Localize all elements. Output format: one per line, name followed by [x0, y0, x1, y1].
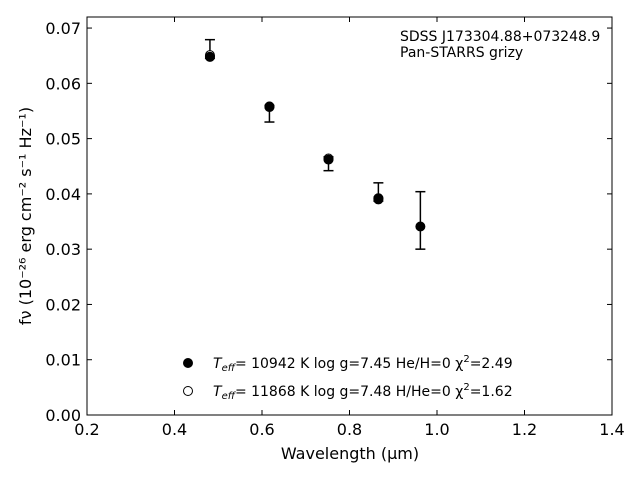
y-tick-label: 0.03 — [45, 240, 81, 259]
x-tick-label: 0.4 — [162, 420, 187, 439]
y-tick-label: 0.01 — [45, 351, 81, 370]
observed-point — [373, 193, 384, 204]
x-tick-label: 0.2 — [74, 420, 99, 439]
annotation-line-2: Pan-STARRS grizy — [400, 45, 523, 61]
data-markers — [204, 50, 426, 232]
y-tick-label: 0.05 — [45, 130, 81, 149]
legend-label-filled: Teff= 10942 K log g=7.45 He/H=0 χ2=2.49 — [213, 354, 513, 374]
observed-point — [204, 51, 215, 62]
observed-point — [323, 154, 334, 165]
observed-point — [415, 221, 426, 232]
x-tick-label: 1.2 — [512, 420, 537, 439]
y-tick-label: 0.00 — [45, 406, 81, 425]
legend-label-open: Teff= 11868 K log g=7.48 H/He=0 χ2=1.62 — [213, 382, 513, 402]
y-tick-label: 0.02 — [45, 295, 81, 314]
annotation-line-1: SDSS J173304.88+073248.9 — [400, 29, 600, 45]
x-axis-ticks: 0.2 0.4 0.6 0.8 1.0 1.2 1.4 — [74, 17, 625, 439]
y-tick-label: 0.06 — [45, 74, 81, 93]
y-axis-ticks: 0.00 0.01 0.02 0.03 0.04 0.05 0.06 0.07 — [45, 19, 612, 425]
error-bars — [204, 38, 426, 250]
legend-marker-filled — [183, 358, 193, 368]
legend: Teff= 10942 K log g=7.45 He/H=0 χ2=2.49 … — [183, 354, 513, 402]
y-tick-label: 0.07 — [45, 19, 81, 38]
x-tick-label: 0.8 — [337, 420, 362, 439]
x-tick-label: 0.6 — [249, 420, 274, 439]
y-tick-label: 0.04 — [45, 185, 81, 204]
x-axis-label: Wavelength (μm) — [281, 444, 419, 463]
x-tick-label: 1.4 — [599, 420, 624, 439]
x-tick-label: 1.0 — [424, 420, 449, 439]
y-axis-label: fν (10⁻²⁶ erg cm⁻² s⁻¹ Hz⁻¹) — [16, 107, 35, 325]
observed-point — [264, 102, 275, 113]
legend-marker-open — [183, 386, 193, 396]
